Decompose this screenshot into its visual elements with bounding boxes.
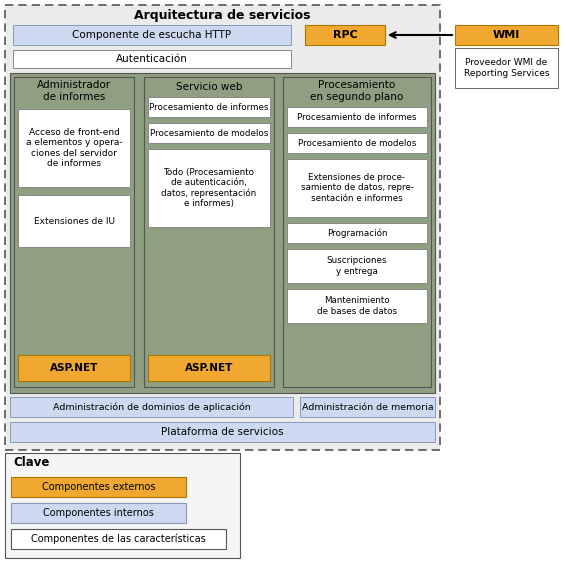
Text: Suscripciones
y entrega: Suscripciones y entrega xyxy=(327,256,387,276)
Text: RPC: RPC xyxy=(333,30,357,40)
FancyBboxPatch shape xyxy=(287,223,427,243)
Text: Clave: Clave xyxy=(13,457,49,470)
Text: Componentes externos: Componentes externos xyxy=(42,482,155,492)
FancyBboxPatch shape xyxy=(13,25,291,45)
Text: ASP.NET: ASP.NET xyxy=(185,363,233,373)
FancyBboxPatch shape xyxy=(11,529,226,549)
Text: Acceso de front-end
a elementos y opera-
ciones del servidor
de informes: Acceso de front-end a elementos y opera-… xyxy=(25,128,122,168)
FancyBboxPatch shape xyxy=(455,48,558,88)
FancyBboxPatch shape xyxy=(18,355,130,381)
FancyBboxPatch shape xyxy=(18,195,130,247)
Text: Procesamiento de modelos: Procesamiento de modelos xyxy=(150,128,268,137)
FancyBboxPatch shape xyxy=(11,503,186,523)
FancyBboxPatch shape xyxy=(287,159,427,217)
FancyBboxPatch shape xyxy=(14,77,134,387)
Text: Servicio web: Servicio web xyxy=(176,82,242,92)
FancyBboxPatch shape xyxy=(148,149,270,227)
Text: Extensiones de proce-
samiento de datos, repre-
sentación e informes: Extensiones de proce- samiento de datos,… xyxy=(301,173,413,203)
Text: Componentes de las características: Componentes de las características xyxy=(31,534,206,544)
FancyBboxPatch shape xyxy=(305,25,385,45)
Text: Todo (Procesamiento
de autenticación,
datos, representación
e informes): Todo (Procesamiento de autenticación, da… xyxy=(161,168,256,208)
FancyBboxPatch shape xyxy=(11,477,186,497)
Text: Procesamiento de informes: Procesamiento de informes xyxy=(149,102,269,111)
Text: Administración de dominios de aplicación: Administración de dominios de aplicación xyxy=(53,402,250,412)
Text: Componente de escucha HTTP: Componente de escucha HTTP xyxy=(72,30,231,40)
FancyBboxPatch shape xyxy=(18,109,130,187)
FancyBboxPatch shape xyxy=(283,77,431,387)
Text: Mantenimiento
de bases de datos: Mantenimiento de bases de datos xyxy=(317,296,397,316)
Text: Procesamiento de modelos: Procesamiento de modelos xyxy=(298,138,416,148)
FancyBboxPatch shape xyxy=(5,453,240,558)
FancyBboxPatch shape xyxy=(10,422,435,442)
Text: Proveedor WMI de
Reporting Services: Proveedor WMI de Reporting Services xyxy=(464,59,549,78)
FancyBboxPatch shape xyxy=(148,123,270,143)
FancyBboxPatch shape xyxy=(287,289,427,323)
FancyBboxPatch shape xyxy=(10,397,293,417)
Text: Procesamiento
en segundo plano: Procesamiento en segundo plano xyxy=(310,80,404,102)
FancyBboxPatch shape xyxy=(287,133,427,153)
FancyBboxPatch shape xyxy=(10,73,435,393)
FancyBboxPatch shape xyxy=(455,25,558,45)
Text: Autenticación: Autenticación xyxy=(116,54,188,64)
FancyBboxPatch shape xyxy=(148,355,270,381)
Text: Arquitectura de servicios: Arquitectura de servicios xyxy=(134,10,311,23)
FancyBboxPatch shape xyxy=(144,77,274,387)
Text: Administración de memoria: Administración de memoria xyxy=(302,403,434,412)
Text: Componentes internos: Componentes internos xyxy=(43,508,154,518)
FancyBboxPatch shape xyxy=(287,249,427,283)
FancyBboxPatch shape xyxy=(5,5,440,450)
Text: Programación: Programación xyxy=(327,228,387,238)
FancyBboxPatch shape xyxy=(287,107,427,127)
Text: Administrador
de informes: Administrador de informes xyxy=(37,80,111,102)
Text: WMI: WMI xyxy=(493,30,520,40)
Text: ASP.NET: ASP.NET xyxy=(50,363,98,373)
FancyBboxPatch shape xyxy=(13,50,291,68)
FancyBboxPatch shape xyxy=(300,397,435,417)
FancyBboxPatch shape xyxy=(148,97,270,117)
Text: Plataforma de servicios: Plataforma de servicios xyxy=(161,427,284,437)
Text: Procesamiento de informes: Procesamiento de informes xyxy=(297,113,417,122)
Text: Extensiones de IU: Extensiones de IU xyxy=(33,217,114,226)
